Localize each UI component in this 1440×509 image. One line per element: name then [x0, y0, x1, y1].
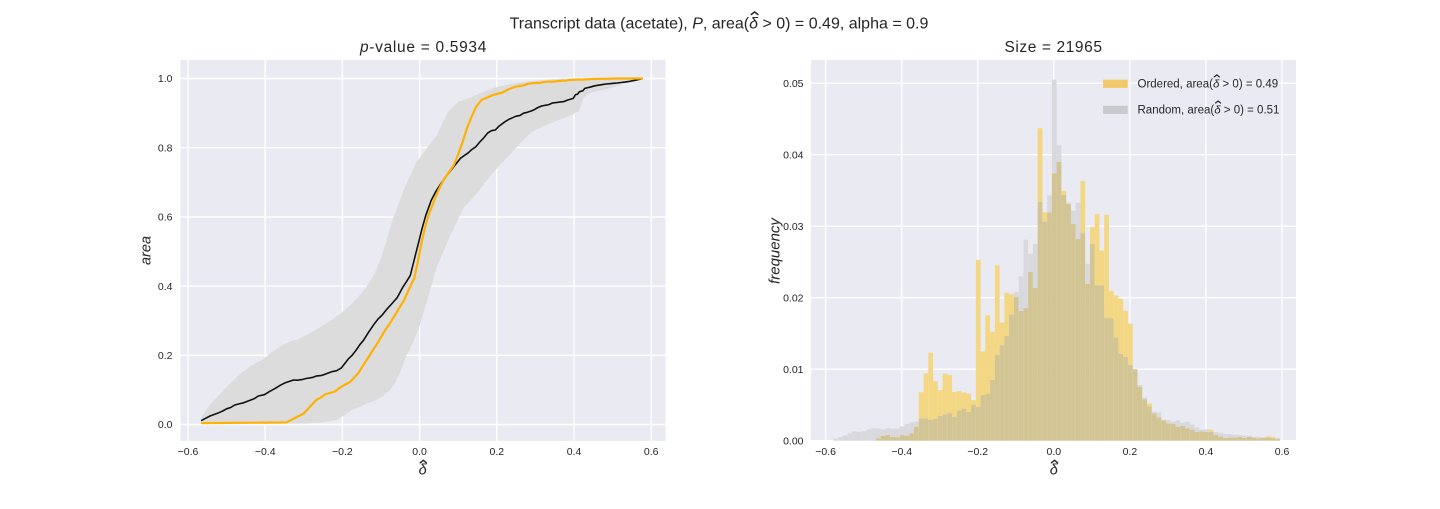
svg-text:δ: δ — [1050, 463, 1059, 479]
svg-text:−0.2: −0.2 — [332, 446, 353, 458]
svg-text:0.6: 0.6 — [644, 446, 659, 458]
svg-text:0.6: 0.6 — [158, 212, 173, 224]
svg-text:Transcript data (acetate), P,: Transcript data (acetate), P, area(δ > 0… — [510, 16, 929, 33]
svg-text:Ordered, area(δ > 0) = 0.49: Ordered, area(δ > 0) = 0.49 — [1138, 79, 1279, 91]
svg-text:0.2: 0.2 — [489, 446, 504, 458]
svg-text:−0.6: −0.6 — [178, 446, 199, 458]
svg-text:0.01: 0.01 — [783, 364, 804, 376]
svg-text:area: area — [139, 236, 155, 265]
svg-text:0.04: 0.04 — [783, 149, 804, 161]
svg-text:p-value = 0.5934: p-value = 0.5934 — [359, 39, 487, 56]
svg-text:0.4: 0.4 — [567, 446, 582, 458]
svg-text:−0.4: −0.4 — [255, 446, 276, 458]
svg-text:0.8: 0.8 — [158, 142, 173, 154]
svg-text:0.05: 0.05 — [783, 78, 804, 90]
svg-text:Random, area(δ > 0) = 0.51: Random, area(δ > 0) = 0.51 — [1138, 105, 1280, 117]
svg-text:Size = 21965: Size = 21965 — [1004, 39, 1102, 56]
svg-text:0.2: 0.2 — [158, 350, 173, 362]
svg-text:δ: δ — [419, 463, 428, 479]
svg-text:0.2: 0.2 — [1123, 446, 1138, 458]
svg-text:0.4: 0.4 — [158, 281, 173, 293]
svg-text:−0.2: −0.2 — [967, 446, 988, 458]
svg-text:0.6: 0.6 — [1275, 446, 1290, 458]
svg-text:frequency: frequency — [767, 217, 784, 284]
svg-text:−0.6: −0.6 — [815, 446, 836, 458]
svg-text:0.0: 0.0 — [158, 419, 173, 431]
svg-text:0.00: 0.00 — [783, 435, 804, 447]
svg-text:0.0: 0.0 — [412, 446, 427, 458]
svg-text:0.02: 0.02 — [783, 292, 804, 304]
svg-text:0.0: 0.0 — [1046, 446, 1061, 458]
svg-text:0.03: 0.03 — [783, 221, 804, 233]
svg-text:0.4: 0.4 — [1199, 446, 1214, 458]
svg-text:−0.4: −0.4 — [891, 446, 912, 458]
svg-text:1.0: 1.0 — [158, 73, 173, 85]
